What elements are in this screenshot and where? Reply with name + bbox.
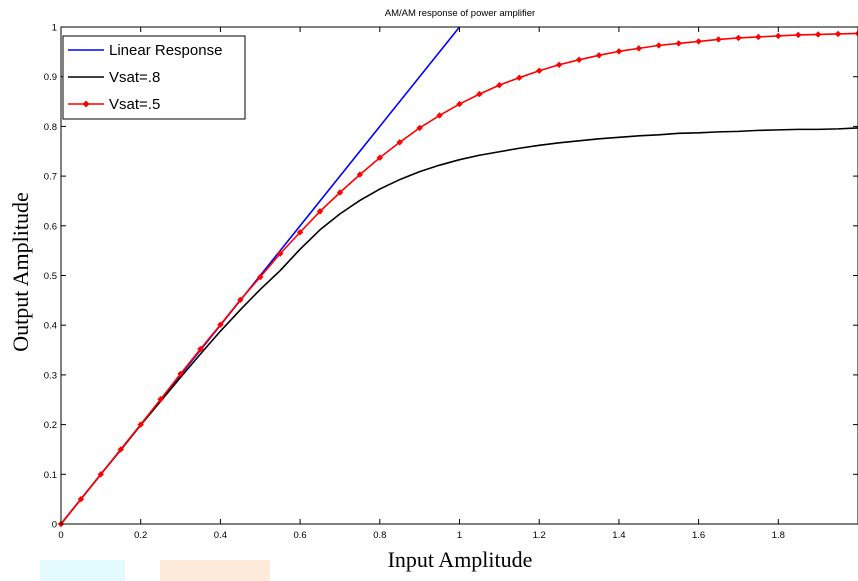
data-point-vsat-5 (276, 250, 284, 257)
x-tick-label: 1.4 (612, 530, 625, 541)
data-point-vsat-5 (137, 421, 144, 428)
y-tick-label: 0.7 (44, 172, 57, 183)
data-point-vsat-5 (237, 296, 244, 304)
y-tick-label: 1 (52, 23, 57, 34)
y-axis-label: Output Amplitude (8, 192, 33, 352)
plot-series (57, 26, 858, 528)
y-tick-label: 0.1 (44, 470, 57, 481)
x-tick-label: 1.6 (692, 530, 705, 541)
data-point-vsat-5 (356, 171, 364, 178)
data-point-vsat-5 (336, 189, 344, 196)
data-point-vsat-5 (615, 48, 623, 55)
data-point-vsat-5 (814, 31, 822, 38)
x-tick-label: 1.2 (533, 530, 546, 541)
data-point-vsat-5 (735, 34, 742, 42)
data-point-vsat-5 (755, 33, 762, 41)
data-point-vsat-5 (97, 471, 105, 478)
x-axis-label: Input Amplitude (388, 547, 533, 572)
data-point-vsat-5 (555, 61, 563, 68)
y-tick-label: 0.6 (44, 221, 57, 232)
data-point-vsat-5 (257, 273, 264, 281)
data-point-vsat-5 (795, 31, 802, 39)
data-point-vsat-5 (476, 90, 483, 98)
chart-title: AM/AM response of power amplifier (385, 8, 535, 19)
y-tick-label: 0.4 (44, 321, 57, 332)
legend: Linear Response Vsat=.8 Vsat=.5 (62, 35, 246, 120)
x-tick-label: 0.4 (214, 530, 227, 541)
data-point-vsat-5 (715, 36, 722, 43)
x-tick-label: 0.6 (293, 530, 306, 541)
y-tick-label: 0.8 (44, 122, 57, 133)
data-point-vsat-5 (675, 40, 682, 47)
legend-label-vsat-08: Vsat=.8 (109, 69, 160, 86)
axis-ticks: 0 0.2 0.4 0.6 0.8 1 1.2 1.4 1.6 1.8 0 0.1 0.2 0.3 0.4 0… (44, 23, 858, 541)
decor-peach-block (160, 560, 270, 581)
data-point-vsat-5 (436, 112, 443, 119)
data-point-vsat-5 (516, 74, 523, 81)
series-line-vsat-8 (60, 127, 858, 525)
plot-frame (60, 26, 858, 525)
y-tick-label: 0.2 (44, 420, 57, 431)
data-point-vsat-5 (296, 229, 304, 236)
data-point-vsat-5 (536, 67, 543, 74)
data-point-vsat-5 (117, 446, 124, 453)
legend-label-vsat-05: Vsat=.5 (109, 96, 160, 113)
x-tick-label: 0.2 (134, 530, 147, 541)
data-point-vsat-5 (655, 42, 662, 49)
data-point-vsat-5 (775, 32, 782, 40)
x-tick-label: 1.8 (772, 530, 785, 541)
data-point-vsat-5 (217, 321, 224, 328)
legend-label-linear-response: Linear Response (109, 42, 222, 59)
data-point-vsat-5 (177, 370, 184, 378)
x-tick-label: 0.8 (373, 530, 386, 541)
data-point-vsat-5 (376, 154, 383, 161)
decor-cyan-block (40, 560, 125, 581)
data-point-vsat-5 (834, 30, 842, 38)
data-point-vsat-5 (416, 124, 423, 132)
data-point-vsat-5 (695, 38, 702, 45)
y-tick-label: 0.9 (44, 72, 57, 83)
y-tick-label: 0.5 (44, 271, 57, 282)
x-tick-label: 0 (58, 530, 63, 541)
data-point-vsat-5 (575, 56, 583, 64)
data-point-vsat-5 (635, 45, 643, 52)
data-point-vsat-5 (316, 208, 324, 215)
data-point-vsat-5 (77, 495, 85, 503)
x-tick-label: 1 (457, 530, 462, 541)
data-point-vsat-5 (595, 52, 603, 59)
data-point-vsat-5 (456, 100, 463, 108)
data-point-vsat-5 (157, 396, 164, 403)
legend-marker-vsat-05 (82, 100, 90, 108)
data-point-vsat-5 (496, 81, 503, 89)
y-tick-label: 0 (52, 520, 57, 531)
data-point-vsat-5 (854, 30, 858, 37)
data-point-vsat-5 (197, 345, 204, 353)
data-point-vsat-5 (396, 139, 403, 146)
y-tick-label: 0.3 (44, 370, 57, 381)
